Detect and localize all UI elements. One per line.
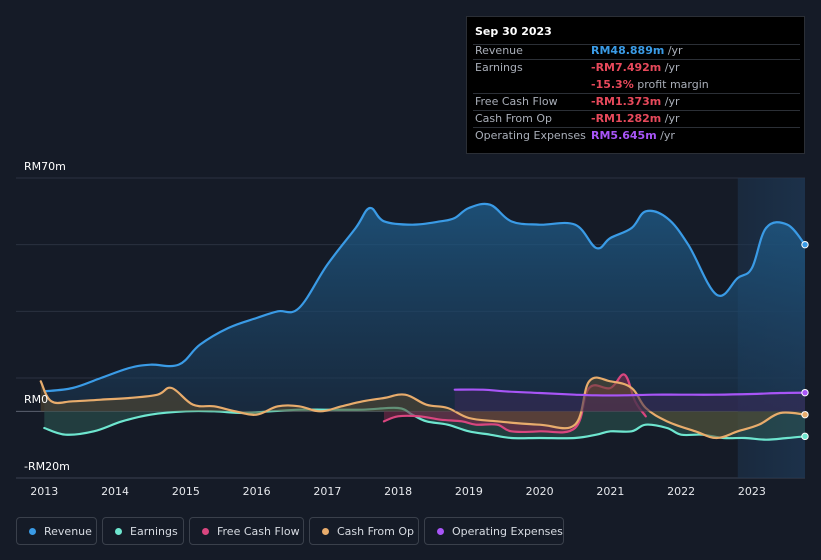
legend-label: Operating Expenses: [452, 524, 563, 538]
cash-from-op-line: [39, 376, 807, 440]
earnings-area: [44, 407, 805, 440]
legend-dot-icon: [115, 527, 122, 535]
tooltip-divider: [473, 44, 800, 45]
data-tooltip: Sep 30 2023 Revenue RM48.889m /yr Earnin…: [466, 16, 805, 154]
legend-label: Earnings: [130, 524, 178, 538]
tooltip-divider: [473, 59, 800, 60]
tooltip-row-revenue: Revenue RM48.889m /yr: [467, 42, 806, 59]
tooltip-row-opex: Operating Expenses RM5.645m /yr: [467, 127, 806, 144]
x-tick-label: 2021: [596, 485, 625, 498]
tooltip-divider: [473, 110, 800, 111]
tooltip-label: Revenue: [475, 44, 523, 57]
tooltip-row-cfo: Cash From Op -RM1.282m /yr: [467, 110, 806, 127]
x-tick-label: 2014: [101, 485, 130, 498]
operating-expenses-end-marker: [801, 388, 809, 397]
x-tick-label: 2019: [454, 485, 483, 498]
cash-from-op-end-marker: [801, 410, 809, 419]
cash-from-op-area: [40, 377, 805, 438]
legend-label: Free Cash Flow: [217, 524, 300, 538]
tooltip-value: -RM1.282m /yr: [591, 112, 680, 125]
tooltip-row-earnings: Earnings -RM7.492m /yr: [467, 59, 806, 76]
tooltip-value: RM48.889m /yr: [591, 44, 683, 57]
tooltip-date: Sep 30 2023: [475, 25, 552, 38]
x-tick-label: 2018: [384, 485, 413, 498]
legend-cash-from-op[interactable]: Cash From Op: [309, 517, 419, 545]
tooltip-label: Earnings: [475, 61, 523, 74]
legend-dot-icon: [437, 527, 444, 535]
revenue-end-marker: [801, 240, 809, 249]
tooltip-value: RM5.645m /yr: [591, 129, 675, 142]
legend-dot-icon: [29, 527, 36, 535]
tooltip-row-margin: -15.3% profit margin: [467, 76, 806, 93]
x-tick-label: 2017: [313, 485, 342, 498]
tooltip-divider: [473, 93, 800, 94]
earnings-end-marker: [801, 432, 809, 441]
tooltip-divider: [473, 127, 800, 128]
y-tick-label-zero: RM0: [24, 393, 49, 406]
x-tick-label: 2023: [737, 485, 766, 498]
tooltip-label: Operating Expenses: [475, 129, 586, 142]
operating-expenses-line: [453, 388, 807, 397]
x-tick-label: 2016: [242, 485, 271, 498]
revenue-area: [44, 203, 805, 412]
tooltip-label: Free Cash Flow: [475, 95, 558, 108]
free-cash-flow-line: [382, 373, 647, 434]
legend-revenue[interactable]: Revenue: [16, 517, 97, 545]
tooltip-value: -15.3% profit margin: [591, 78, 709, 91]
tooltip-label: Cash From Op: [475, 112, 553, 125]
y-tick-label-top: RM70m: [24, 160, 66, 173]
legend-label: Cash From Op: [337, 524, 415, 538]
legend-dot-icon: [322, 527, 329, 535]
x-tick-label: 2015: [171, 485, 200, 498]
tooltip-value: -RM7.492m /yr: [591, 61, 680, 74]
legend-earnings[interactable]: Earnings: [102, 517, 184, 545]
tooltip-row-fcf: Free Cash Flow -RM1.373m /yr: [467, 93, 806, 110]
legend-operating-expenses[interactable]: Operating Expenses: [424, 517, 564, 545]
tooltip-value: -RM1.373m /yr: [591, 95, 680, 108]
legend-label: Revenue: [44, 524, 92, 538]
legend-dot-icon: [202, 527, 209, 535]
x-tick-label: 2013: [30, 485, 59, 498]
revenue-line: [43, 202, 807, 393]
x-tick-label: 2022: [667, 485, 696, 498]
legend-free-cash-flow[interactable]: Free Cash Flow: [189, 517, 304, 545]
y-tick-label-bottom: -RM20m: [24, 460, 70, 473]
x-tick-label: 2020: [525, 485, 554, 498]
